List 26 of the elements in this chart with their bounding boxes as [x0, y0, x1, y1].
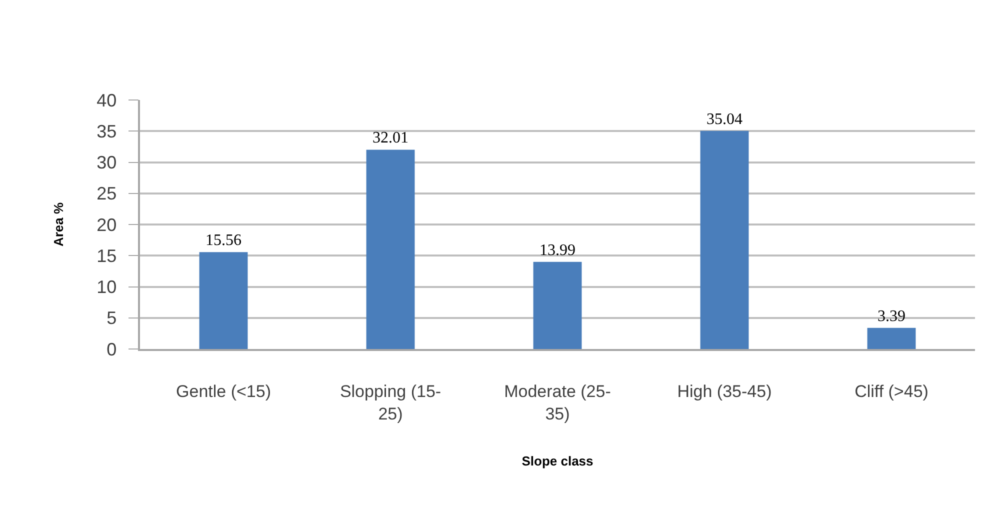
- y-tick-label: 0: [106, 339, 117, 360]
- y-tick-label: 15: [96, 246, 117, 266]
- x-axis-title: Slope class: [522, 453, 594, 468]
- data-label: 35.04: [706, 110, 743, 128]
- bar: [366, 150, 415, 349]
- y-tick-label: 30: [96, 152, 117, 173]
- y-tick-label: 5: [106, 308, 117, 328]
- y-tick-label: 20: [96, 214, 117, 235]
- data-label: 15.56: [206, 232, 242, 250]
- bar: [533, 262, 582, 349]
- x-tick-label: Cliff (>45): [854, 382, 928, 402]
- data-label: 3.39: [878, 308, 906, 325]
- y-tick-label: 25: [96, 184, 117, 204]
- x-tick-label: Slopping (15-25): [340, 382, 442, 424]
- data-label: 13.99: [540, 242, 576, 259]
- y-axis-title: Area %: [51, 202, 66, 247]
- data-label: 32.01: [372, 130, 409, 147]
- x-tick-label: Gentle (<15): [176, 382, 271, 402]
- x-tick-label: Moderate (25-35): [504, 382, 611, 424]
- bar: [700, 130, 749, 349]
- y-tick-label: 35: [96, 121, 117, 142]
- y-tick-label: 10: [96, 277, 117, 298]
- y-tick-label: 40: [96, 90, 117, 110]
- bar: [199, 252, 248, 349]
- bar: [867, 328, 916, 349]
- x-tick-label: High (35-45): [677, 382, 772, 402]
